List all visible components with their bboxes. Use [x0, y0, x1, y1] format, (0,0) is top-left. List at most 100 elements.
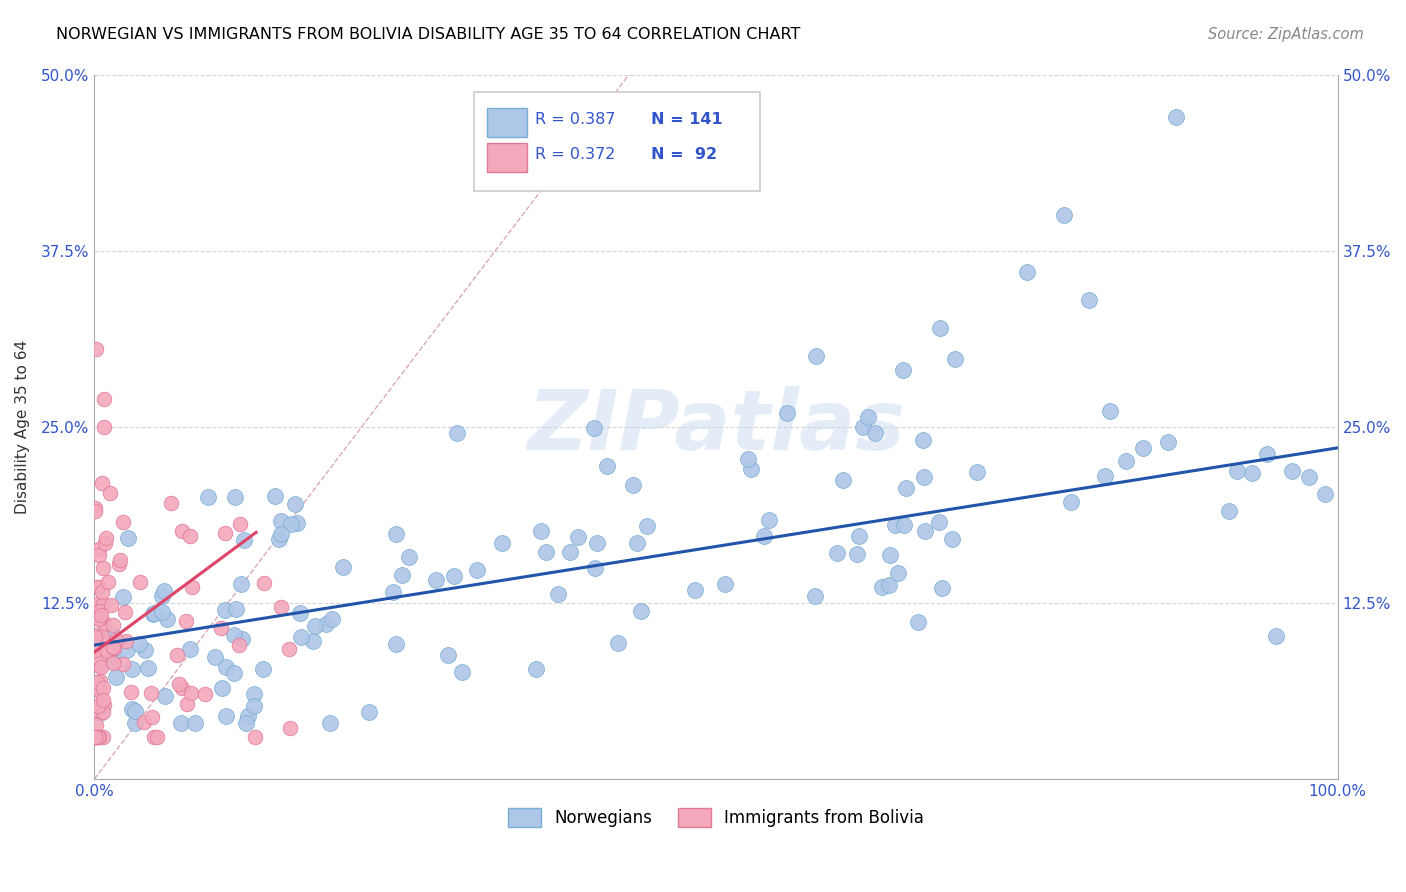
- Point: [385, 637, 408, 651]
- Point: [84, 718, 107, 732]
- Point: [883, 517, 905, 532]
- Point: [1132, 442, 1154, 456]
- Text: R = 0.372: R = 0.372: [534, 147, 614, 162]
- Point: [90, 660, 112, 674]
- Point: [1265, 630, 1288, 644]
- Point: [204, 650, 226, 665]
- Point: [443, 569, 465, 583]
- Point: [170, 681, 193, 696]
- Point: [141, 710, 163, 724]
- Point: [214, 525, 236, 540]
- Point: [491, 536, 513, 550]
- Point: [236, 708, 259, 723]
- Point: [87, 580, 110, 594]
- Point: [758, 513, 780, 527]
- Point: [752, 529, 775, 543]
- Point: [425, 573, 447, 587]
- Point: [848, 528, 870, 542]
- Point: [97, 574, 120, 589]
- Point: [124, 715, 146, 730]
- Point: [197, 490, 219, 504]
- Point: [451, 665, 474, 679]
- Point: [1157, 434, 1180, 449]
- Point: [1241, 466, 1264, 480]
- Point: [278, 642, 301, 657]
- Point: [270, 526, 292, 541]
- Point: [86, 675, 108, 690]
- Legend: Norwegians, Immigrants from Bolivia: Norwegians, Immigrants from Bolivia: [502, 801, 931, 834]
- Point: [280, 517, 302, 532]
- Point: [621, 477, 644, 491]
- Point: [630, 604, 652, 618]
- Point: [180, 686, 202, 700]
- FancyBboxPatch shape: [474, 92, 759, 191]
- Point: [86, 703, 108, 717]
- Point: [87, 542, 110, 557]
- Point: [558, 544, 581, 558]
- Point: [174, 614, 197, 628]
- Point: [290, 630, 312, 644]
- Text: ZIPatlas: ZIPatlas: [527, 386, 905, 467]
- Point: [1078, 293, 1101, 307]
- Point: [534, 545, 557, 559]
- Point: [914, 524, 936, 539]
- Point: [89, 683, 111, 698]
- Point: [150, 605, 173, 619]
- Point: [284, 497, 307, 511]
- Point: [84, 504, 107, 518]
- Point: [86, 627, 108, 641]
- Point: [179, 642, 201, 657]
- Y-axis label: Disability Age 35 to 64: Disability Age 35 to 64: [15, 340, 30, 514]
- Point: [100, 598, 122, 612]
- Point: [215, 659, 238, 673]
- Point: [89, 706, 111, 721]
- Point: [89, 612, 111, 626]
- Point: [111, 590, 134, 604]
- Point: [153, 583, 176, 598]
- Point: [166, 648, 188, 663]
- Point: [1164, 110, 1187, 124]
- Point: [1281, 464, 1303, 478]
- Point: [209, 621, 232, 635]
- Point: [943, 351, 966, 366]
- Point: [100, 627, 122, 641]
- Point: [596, 458, 619, 473]
- Point: [105, 633, 128, 648]
- Point: [86, 637, 108, 651]
- Point: [101, 657, 124, 671]
- Point: [285, 516, 308, 530]
- Point: [89, 611, 111, 625]
- Point: [1098, 404, 1121, 418]
- Point: [87, 658, 110, 673]
- Point: [315, 617, 337, 632]
- Point: [86, 682, 108, 697]
- Point: [583, 421, 606, 435]
- Point: [252, 662, 274, 676]
- Point: [385, 527, 408, 541]
- Point: [740, 462, 762, 476]
- FancyBboxPatch shape: [488, 143, 527, 172]
- Point: [1256, 446, 1278, 460]
- Point: [437, 648, 460, 662]
- Point: [142, 607, 165, 622]
- Point: [194, 687, 217, 701]
- Point: [804, 349, 827, 363]
- Point: [128, 636, 150, 650]
- Point: [176, 698, 198, 712]
- Point: [891, 363, 914, 377]
- Point: [159, 496, 181, 510]
- Point: [357, 705, 380, 719]
- Point: [87, 730, 110, 744]
- Point: [143, 730, 166, 744]
- Point: [896, 481, 918, 495]
- Point: [928, 321, 950, 335]
- Point: [150, 590, 173, 604]
- Point: [270, 600, 292, 615]
- Point: [117, 531, 139, 545]
- Point: [115, 642, 138, 657]
- Point: [737, 452, 759, 467]
- Point: [877, 578, 900, 592]
- FancyBboxPatch shape: [488, 108, 527, 137]
- Point: [167, 677, 190, 691]
- Point: [211, 681, 233, 695]
